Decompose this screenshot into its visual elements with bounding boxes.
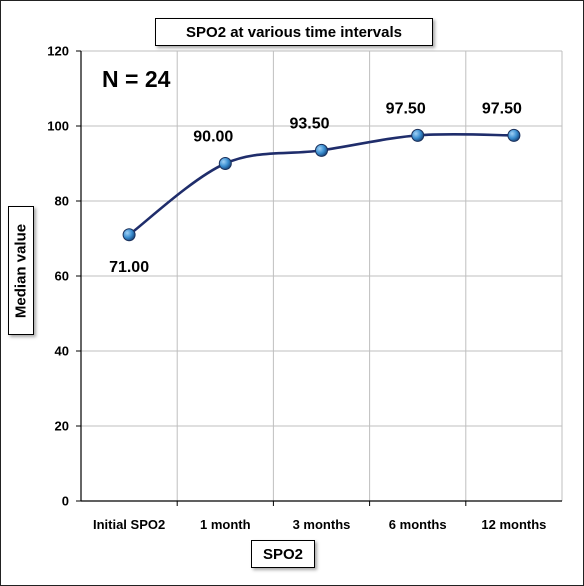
data-point — [218, 157, 232, 170]
data-point — [507, 128, 521, 142]
data-label: 97.50 — [386, 100, 426, 117]
y-axis-title: Median value — [8, 206, 34, 335]
grid-layer — [76, 50, 563, 506]
y-tick-label: 120 — [47, 44, 69, 59]
data-label: 71.00 — [109, 259, 149, 276]
y-tick-label: 0 — [62, 494, 69, 509]
x-tick-label: 6 months — [389, 517, 447, 532]
x-axis-title: SPO2 — [251, 540, 315, 568]
chart-title: SPO2 at various time intervals — [155, 18, 433, 46]
tick-layer: 0 20 40 60 80 100 120 Initial SPO2 1 month 3 mont… — [47, 44, 546, 533]
sample-size-annotation: N = 24 — [102, 66, 171, 92]
x-axis-title-text: SPO2 — [262, 545, 304, 563]
y-tick-label: 40 — [55, 344, 69, 359]
x-tick-label: Initial SPO2 — [93, 517, 165, 532]
x-tick-label: 3 months — [293, 517, 351, 532]
data-label: 93.50 — [289, 115, 329, 132]
data-label: 90.00 — [193, 129, 233, 146]
y-tick-label: 80 — [55, 194, 69, 209]
data-point — [411, 128, 425, 142]
x-tick-label: 1 month — [200, 517, 251, 532]
y-axis-title-text: Median value — [12, 223, 30, 318]
y-tick-label: 100 — [47, 119, 69, 134]
data-point — [315, 143, 328, 157]
x-tick-label: 12 months — [481, 517, 546, 532]
data-label: 97.50 — [482, 100, 522, 117]
data-point — [122, 228, 136, 242]
chart-title-text: SPO2 at various time intervals — [186, 23, 402, 41]
y-tick-label: 60 — [55, 269, 69, 284]
label-layer: 71.00 90.00 93.50 97.50 97.50 — [109, 100, 522, 275]
y-tick-label: 20 — [55, 419, 69, 434]
series-layer — [122, 128, 521, 242]
